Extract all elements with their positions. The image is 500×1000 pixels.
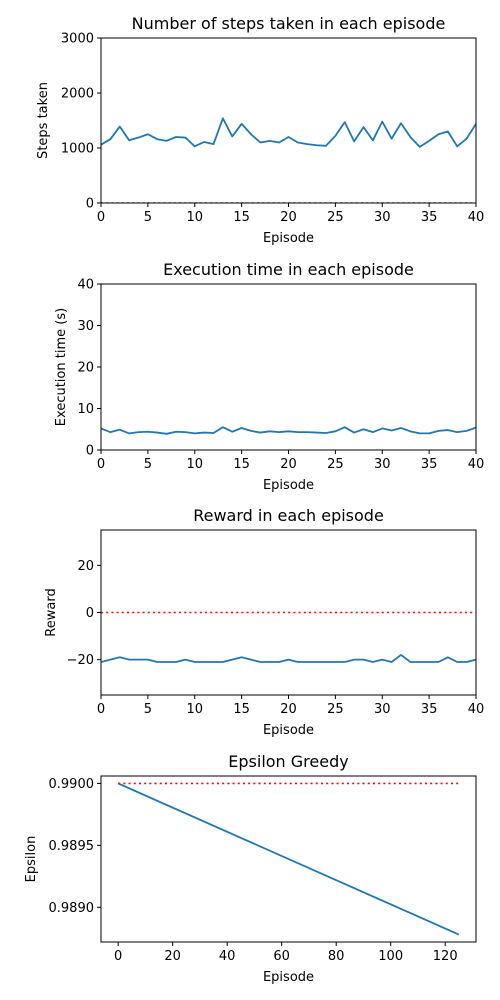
chart-panel-2: 0 5 10 15 20 25 30 35 40 0 10 20 30 40 Execution time … [54, 260, 484, 493]
x-tick-label: 35 [421, 702, 438, 717]
x-tick-label: 0 [114, 949, 122, 964]
x-tick-label: 40 [219, 949, 236, 964]
x-tick-label: 40 [468, 210, 485, 225]
x-tick-label: 5 [144, 702, 152, 717]
x-tick-label: 35 [421, 457, 438, 472]
x-tick-label: 40 [468, 457, 485, 472]
y-tick-label: 10 [77, 402, 94, 417]
x-tick-label: 0 [97, 702, 105, 717]
chart-title: Number of steps taken in each episode [132, 14, 446, 33]
x-tick-label: 10 [186, 210, 203, 225]
x-tick-label: 10 [186, 457, 203, 472]
y-axis-label: Epsilon [24, 836, 39, 883]
y-tick-label: 0.9890 [49, 901, 95, 916]
x-tick-label: 25 [327, 210, 344, 225]
x-tick-label: 20 [280, 210, 297, 225]
y-tick-label: 0 [86, 444, 94, 459]
x-axis-label: Episode [263, 231, 314, 246]
axes-frame [100, 775, 477, 943]
y-tick-label: 0.9900 [49, 777, 95, 792]
x-tick-label: 25 [327, 702, 344, 717]
x-tick-label: 10 [186, 702, 203, 717]
y-tick-label: −20 [67, 653, 94, 668]
chart-panel-3: 0 5 10 15 20 25 30 35 40 −20 0 20 Reward in each epi… [44, 506, 484, 738]
x-tick-label: 25 [327, 457, 344, 472]
x-tick-label: 15 [233, 702, 250, 717]
series-line [101, 117, 476, 148]
y-tick-label: 20 [77, 559, 94, 574]
chart-panel-1: 0 5 10 15 20 25 30 35 40 0 1000 2000 3000 Number of s… [36, 14, 484, 246]
y-tick-label: 0 [86, 197, 94, 212]
x-axis-label: Episode [263, 970, 314, 985]
x-tick-label: 30 [374, 457, 391, 472]
y-tick-label: 20 [77, 361, 94, 376]
x-tick-label: 30 [374, 702, 391, 717]
x-tick-label: 20 [280, 457, 297, 472]
series-line [101, 426, 476, 435]
y-tick-label: 3000 [61, 32, 94, 47]
y-axis-label: Steps taken [36, 82, 51, 159]
x-tick-label: 100 [378, 949, 403, 964]
x-tick-label: 80 [328, 949, 345, 964]
axes-frame [100, 283, 477, 451]
series-line [101, 654, 476, 663]
series-line [117, 782, 460, 936]
y-tick-label: 0.9895 [49, 839, 95, 854]
y-tick-label: 30 [77, 319, 94, 334]
x-axis-label: Episode [263, 723, 314, 738]
x-axis-label: Episode [263, 478, 314, 493]
y-tick-label: 2000 [61, 87, 94, 102]
x-tick-label: 30 [374, 210, 391, 225]
x-tick-label: 15 [233, 210, 250, 225]
chart-title: Epsilon Greedy [228, 752, 348, 771]
y-axis-label: Execution time (s) [54, 308, 69, 426]
x-tick-label: 0 [97, 210, 105, 225]
y-axis-label: Reward [44, 588, 59, 636]
x-tick-label: 35 [421, 210, 438, 225]
chart-title: Execution time in each episode [163, 260, 414, 279]
x-tick-label: 0 [97, 457, 105, 472]
y-tick-label: 1000 [61, 142, 94, 157]
x-tick-label: 15 [233, 457, 250, 472]
y-tick-label: 0 [86, 606, 94, 621]
x-tick-label: 20 [164, 949, 181, 964]
chart-title: Reward in each episode [193, 506, 384, 525]
x-tick-label: 60 [273, 949, 290, 964]
chart-panel-4: 0 20 40 60 80 100 120 0.9890 0.9895 0.9900 Epsilon… [24, 752, 477, 985]
x-tick-label: 40 [468, 702, 485, 717]
axes-frame [100, 37, 477, 204]
x-tick-label: 5 [144, 457, 152, 472]
x-tick-label: 120 [433, 949, 458, 964]
y-tick-label: 40 [77, 278, 94, 293]
x-tick-label: 20 [280, 702, 297, 717]
x-tick-label: 5 [144, 210, 152, 225]
